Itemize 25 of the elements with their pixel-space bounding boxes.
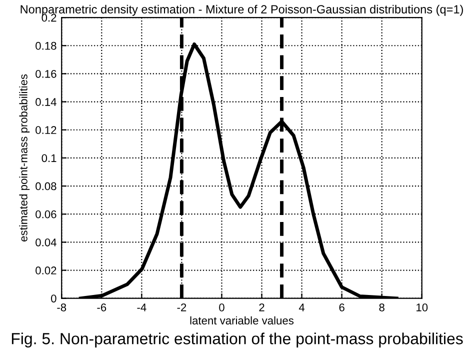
- y-tick-label: 0: [51, 294, 56, 302]
- y-tick-label: 0.1: [42, 154, 56, 162]
- y-tick-label: 0.08: [36, 182, 56, 190]
- x-tick-label: -4: [137, 304, 146, 312]
- y-tick-label: 0.18: [36, 42, 56, 50]
- y-tick-label: 0.2: [42, 14, 56, 22]
- x-tick-label: 8: [379, 304, 384, 312]
- y-axis-title: estimated point-mass probabilities: [19, 74, 30, 242]
- y-tick-label: 0.16: [36, 70, 56, 78]
- y-tick-label: 0.06: [36, 210, 56, 218]
- x-tick-label: 6: [339, 304, 344, 312]
- x-tick-label: -6: [97, 304, 106, 312]
- caption: Fig. 5. Non-parametric estimation of the point-mass probabilities: [12, 332, 463, 348]
- y-tick-label: 0.12: [36, 126, 56, 134]
- x-tick-label: 2: [259, 304, 264, 312]
- x-tick-label: -2: [177, 304, 186, 312]
- y-tick-label: 0.14: [36, 98, 56, 106]
- x-tick-label: 0: [219, 304, 224, 312]
- chart-title: Nonparametric density estimation - Mixture of 2 Poisson-Gaussian distributions (q=1): [20, 4, 463, 16]
- y-tick-label: 0.04: [36, 238, 56, 246]
- y-tick-label: 0.02: [36, 266, 56, 274]
- x-tick-label: 4: [298, 304, 305, 312]
- x-axis-title: latent variable values: [190, 316, 294, 325]
- x-tick-label: 10: [416, 304, 428, 312]
- x-tick-label: -8: [57, 304, 66, 312]
